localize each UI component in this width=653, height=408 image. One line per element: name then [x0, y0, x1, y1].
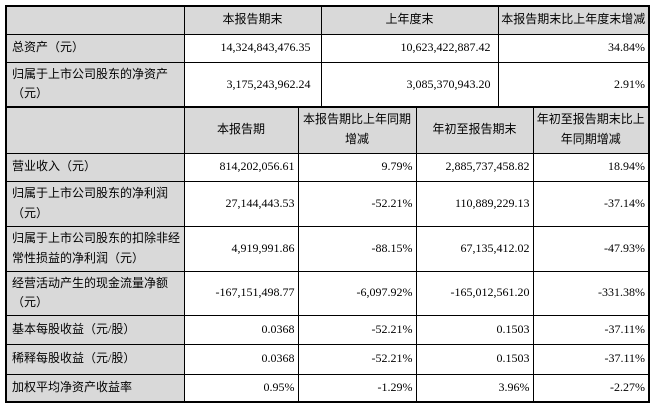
value-cell: 0.1503 [415, 314, 534, 345]
value-cell: -2.27% [532, 373, 650, 403]
value-cell: -37.14% [532, 180, 650, 227]
value-cell: 3.96% [415, 373, 534, 403]
value-cell: 14,324,843,476.35 [183, 33, 322, 63]
value-cell: -52.21% [297, 180, 417, 227]
table-row: 稀释每股收益（元/股） 0.0368 -52.21% 0.1503 -37.11… [5, 343, 650, 375]
value-cell: 3,085,370,943.20 [320, 61, 499, 108]
row-label-net-profit-excl-nonrecurring: 归属于上市公司股东的扣除非经常性损益的净利润（元） [5, 225, 185, 272]
col-header-yoy-change: 本报告期比上年同期增减 [297, 106, 417, 154]
row-label-basic-eps: 基本每股收益（元/股） [5, 314, 185, 345]
reporting-period-comparison-table: 本报告期 本报告期比上年同期增减 年初至报告期末 年初至报告期末比上年同期增减 … [5, 106, 650, 403]
value-cell: 27,144,443.53 [183, 180, 299, 227]
value-cell: 0.1503 [415, 343, 534, 375]
value-cell: 110,889,229.13 [415, 180, 534, 227]
period-end-comparison-table: 本报告期末 上年度末 本报告期末比上年度末增减 总资产（元） 14,324,84… [5, 5, 650, 108]
row-label-net-profit: 归属于上市公司股东的净利润（元） [5, 180, 185, 227]
col-header-current-period-end: 本报告期末 [183, 5, 322, 35]
table-row: 基本每股收益（元/股） 0.0368 -52.21% 0.1503 -37.11… [5, 314, 650, 345]
value-cell: 814,202,056.61 [183, 152, 299, 182]
value-cell: 2.91% [497, 61, 650, 108]
corner-empty-cell [5, 106, 185, 154]
value-cell: -88.15% [297, 225, 417, 272]
col-header-current-period: 本报告期 [183, 106, 299, 154]
row-label-diluted-eps: 稀释每股收益（元/股） [5, 343, 185, 375]
financial-summary-document: 本报告期末 上年度末 本报告期末比上年度末增减 总资产（元） 14,324,84… [5, 5, 650, 403]
col-header-year-to-date: 年初至报告期末 [415, 106, 534, 154]
corner-empty-cell [5, 5, 185, 35]
table-row: 归属于上市公司股东的净资产（元） 3,175,243,962.24 3,085,… [5, 61, 650, 108]
value-cell: -37.11% [532, 343, 650, 375]
value-cell: 0.0368 [183, 314, 299, 345]
value-cell: 0.95% [183, 373, 299, 403]
table-row: 归属于上市公司股东的扣除非经常性损益的净利润（元） 4,919,991.86 -… [5, 225, 650, 272]
col-header-change-vs-prior-year-end: 本报告期末比上年度末增减 [497, 5, 650, 35]
value-cell: 67,135,412.02 [415, 225, 534, 272]
row-label-net-assets: 归属于上市公司股东的净资产（元） [5, 61, 185, 108]
value-cell: 0.0368 [183, 343, 299, 375]
value-cell: -167,151,498.77 [183, 270, 299, 316]
value-cell: -1.29% [297, 373, 417, 403]
table-row: 经营活动产生的现金流量净额（元） -167,151,498.77 -6,097.… [5, 270, 650, 316]
value-cell: 18.94% [532, 152, 650, 182]
value-cell: -37.11% [532, 314, 650, 345]
value-cell: -47.93% [532, 225, 650, 272]
value-cell: -6,097.92% [297, 270, 417, 316]
value-cell: -331.38% [532, 270, 650, 316]
table-row: 总资产（元） 14,324,843,476.35 10,623,422,887.… [5, 33, 650, 63]
table-header-row: 本报告期 本报告期比上年同期增减 年初至报告期末 年初至报告期末比上年同期增减 [5, 106, 650, 154]
row-label-operating-revenue: 营业收入（元） [5, 152, 185, 182]
value-cell: 2,885,737,458.82 [415, 152, 534, 182]
value-cell: -52.21% [297, 343, 417, 375]
table-row: 归属于上市公司股东的净利润（元） 27,144,443.53 -52.21% 1… [5, 180, 650, 227]
col-header-prior-year-end: 上年度末 [320, 5, 499, 35]
value-cell: -165,012,561.20 [415, 270, 534, 316]
value-cell: -52.21% [297, 314, 417, 345]
value-cell: 3,175,243,962.24 [183, 61, 322, 108]
table-row: 营业收入（元） 814,202,056.61 9.79% 2,885,737,4… [5, 152, 650, 182]
row-label-weighted-avg-roe: 加权平均净资产收益率 [5, 373, 185, 403]
value-cell: 34.84% [497, 33, 650, 63]
value-cell: 10,623,422,887.42 [320, 33, 499, 63]
col-header-ytd-yoy-change: 年初至报告期末比上年同期增减 [532, 106, 650, 154]
row-label-total-assets: 总资产（元） [5, 33, 185, 63]
row-label-operating-cash-flow: 经营活动产生的现金流量净额（元） [5, 270, 185, 316]
table-row: 加权平均净资产收益率 0.95% -1.29% 3.96% -2.27% [5, 373, 650, 403]
value-cell: 4,919,991.86 [183, 225, 299, 272]
value-cell: 9.79% [297, 152, 417, 182]
table-header-row: 本报告期末 上年度末 本报告期末比上年度末增减 [5, 5, 650, 35]
